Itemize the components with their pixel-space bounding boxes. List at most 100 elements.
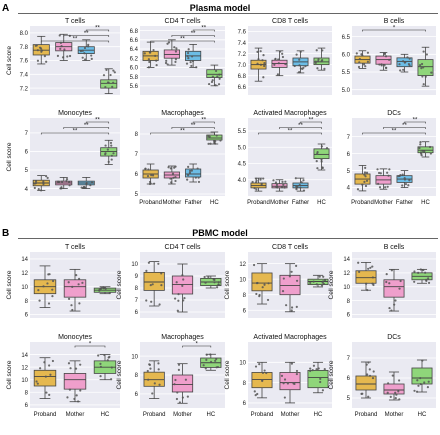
data-point bbox=[398, 398, 401, 401]
data-point bbox=[255, 188, 258, 191]
data-point bbox=[357, 261, 360, 264]
data-point bbox=[389, 395, 392, 398]
data-point bbox=[144, 167, 147, 170]
data-point bbox=[423, 150, 426, 153]
data-point bbox=[112, 69, 115, 72]
data-point bbox=[104, 153, 107, 156]
data-point bbox=[383, 52, 386, 55]
data-point bbox=[406, 56, 409, 59]
data-point bbox=[399, 69, 402, 72]
x-tick-label: Proband bbox=[139, 200, 162, 206]
data-point bbox=[186, 395, 189, 398]
y-tick-label: 8 bbox=[243, 381, 247, 387]
subplot-b-cd4-t-cells: 6 7 8 9 10 CD4 T cells Cell score bbox=[116, 244, 225, 318]
y-tick-label: 7.2 bbox=[20, 86, 29, 92]
data-point bbox=[68, 181, 71, 184]
data-point bbox=[90, 54, 93, 57]
data-point bbox=[386, 185, 389, 188]
data-point bbox=[316, 67, 319, 70]
data-point bbox=[51, 288, 54, 291]
data-point bbox=[36, 49, 39, 52]
data-point bbox=[157, 368, 160, 371]
data-point bbox=[282, 183, 285, 186]
y-tick-label: 4.0 bbox=[238, 178, 247, 184]
data-point bbox=[185, 62, 189, 65]
data-point bbox=[40, 50, 43, 53]
data-point bbox=[89, 183, 92, 187]
data-point bbox=[87, 45, 90, 48]
data-point bbox=[422, 83, 425, 86]
data-point bbox=[394, 299, 397, 302]
y-tick-label: 6.6 bbox=[238, 85, 247, 91]
data-point bbox=[302, 66, 305, 69]
data-point bbox=[214, 142, 217, 145]
data-point bbox=[104, 85, 107, 89]
data-point bbox=[75, 274, 78, 277]
data-point bbox=[181, 284, 184, 287]
data-point bbox=[284, 180, 287, 183]
data-point bbox=[398, 379, 401, 382]
data-point bbox=[37, 289, 40, 292]
data-point bbox=[384, 66, 388, 69]
y-tick-label: 6 bbox=[25, 403, 29, 409]
data-point bbox=[320, 160, 323, 163]
data-point bbox=[420, 62, 424, 66]
data-point bbox=[209, 142, 212, 145]
significance-label: ** bbox=[84, 31, 89, 37]
data-point bbox=[75, 394, 78, 397]
data-point bbox=[360, 53, 363, 56]
x-tick-label: HC bbox=[314, 412, 323, 418]
data-point bbox=[403, 177, 406, 180]
data-point bbox=[378, 63, 381, 66]
data-point bbox=[427, 277, 430, 280]
data-point bbox=[99, 362, 102, 365]
data-point bbox=[80, 186, 83, 189]
y-tick-label: 5.8 bbox=[130, 75, 139, 81]
data-point bbox=[255, 179, 258, 182]
x-tick-label: Proband bbox=[34, 412, 57, 418]
data-point bbox=[413, 270, 416, 273]
y-tick-label: 12 bbox=[21, 365, 28, 371]
data-point bbox=[267, 282, 270, 285]
y-tick-label: 5 bbox=[135, 192, 139, 198]
data-point bbox=[316, 152, 319, 155]
data-point bbox=[263, 283, 266, 286]
data-point bbox=[368, 374, 372, 377]
data-point bbox=[56, 54, 60, 57]
data-point bbox=[408, 179, 411, 182]
data-point bbox=[388, 282, 391, 285]
y-tick-label: 6 bbox=[135, 172, 139, 178]
data-point bbox=[393, 303, 396, 306]
significance-label: ** bbox=[191, 31, 196, 37]
data-point bbox=[33, 182, 36, 185]
y-axis-label: Cell score bbox=[328, 270, 335, 299]
y-tick-label: 8 bbox=[25, 390, 29, 396]
data-point bbox=[280, 186, 284, 189]
y-tick-label: 10 bbox=[21, 378, 28, 384]
data-point bbox=[157, 362, 160, 365]
data-point bbox=[99, 365, 102, 368]
data-point bbox=[48, 393, 51, 396]
data-point bbox=[321, 389, 324, 392]
data-point bbox=[361, 183, 364, 186]
y-axis-label: Cell score bbox=[116, 360, 123, 389]
data-point bbox=[34, 180, 38, 183]
subplot-title: DCs bbox=[387, 334, 401, 341]
data-point bbox=[423, 381, 426, 384]
data-point bbox=[292, 382, 295, 385]
subplot-b-b-cells: 6 8 10 12 14 B cells Cell score bbox=[328, 244, 436, 319]
data-point bbox=[197, 180, 201, 184]
data-point bbox=[300, 181, 303, 184]
panel-title-plasma: Plasma model bbox=[190, 3, 251, 13]
data-point bbox=[204, 281, 207, 284]
y-tick-label: 7.8 bbox=[20, 45, 29, 51]
data-point bbox=[322, 280, 325, 283]
y-tick-label: 7.6 bbox=[238, 30, 247, 36]
data-point bbox=[169, 167, 172, 170]
data-point bbox=[187, 48, 190, 51]
y-tick-label: 6.6 bbox=[130, 38, 139, 44]
significance-bracket bbox=[404, 121, 426, 124]
data-point bbox=[68, 34, 71, 37]
y-axis-label: Cell score bbox=[6, 142, 13, 171]
